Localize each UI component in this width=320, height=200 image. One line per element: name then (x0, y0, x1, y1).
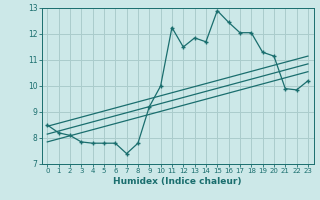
X-axis label: Humidex (Indice chaleur): Humidex (Indice chaleur) (113, 177, 242, 186)
